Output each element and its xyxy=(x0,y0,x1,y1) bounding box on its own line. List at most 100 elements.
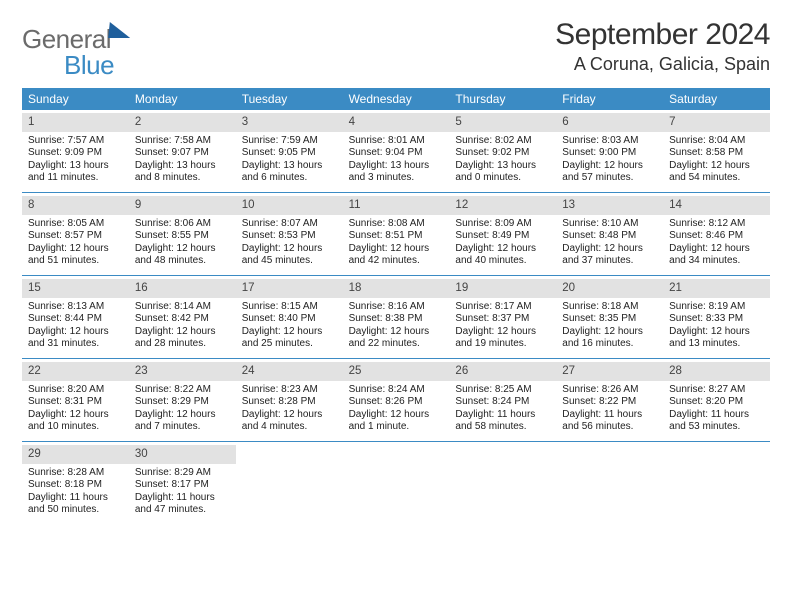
sunrise-line: Sunrise: 8:15 AM xyxy=(242,301,337,314)
day-num-bar: 8 xyxy=(22,196,129,215)
day1-line: Daylight: 11 hours xyxy=(135,492,230,505)
sunrise-line: Sunrise: 8:14 AM xyxy=(135,301,230,314)
sunset-line: Sunset: 9:00 PM xyxy=(562,147,657,160)
sunset-line: Sunset: 8:20 PM xyxy=(669,396,764,409)
day2-line: and 19 minutes. xyxy=(455,338,550,351)
day2-line: and 56 minutes. xyxy=(562,421,657,434)
day-num-bar: 21 xyxy=(663,279,770,298)
sunset-line: Sunset: 8:46 PM xyxy=(669,230,764,243)
day1-line: Daylight: 12 hours xyxy=(455,326,550,339)
day2-line: and 10 minutes. xyxy=(28,421,123,434)
day-number: 3 xyxy=(242,116,248,128)
empty-cell xyxy=(343,442,450,524)
week-row: 15Sunrise: 8:13 AMSunset: 8:44 PMDayligh… xyxy=(22,276,770,359)
day-num-bar: 17 xyxy=(236,279,343,298)
sunrise-line: Sunrise: 8:02 AM xyxy=(455,135,550,148)
sunset-line: Sunset: 8:26 PM xyxy=(349,396,444,409)
sunset-line: Sunset: 8:35 PM xyxy=(562,313,657,326)
sunset-line: Sunset: 8:53 PM xyxy=(242,230,337,243)
day1-line: Daylight: 12 hours xyxy=(349,409,444,422)
day1-line: Daylight: 12 hours xyxy=(562,326,657,339)
day-number: 15 xyxy=(28,282,41,294)
day-cell: 2Sunrise: 7:58 AMSunset: 9:07 PMDaylight… xyxy=(129,110,236,192)
day-number: 20 xyxy=(562,282,575,294)
day2-line: and 28 minutes. xyxy=(135,338,230,351)
sunset-line: Sunset: 8:40 PM xyxy=(242,313,337,326)
day1-line: Daylight: 12 hours xyxy=(455,243,550,256)
week-row: 29Sunrise: 8:28 AMSunset: 8:18 PMDayligh… xyxy=(22,442,770,524)
day2-line: and 37 minutes. xyxy=(562,255,657,268)
day-number: 11 xyxy=(349,199,361,211)
day-cell: 30Sunrise: 8:29 AMSunset: 8:17 PMDayligh… xyxy=(129,442,236,524)
day-cell: 17 Sunrise: 8:15 AMSunset: 8:40 PMDayligh… xyxy=(236,276,343,358)
empty-cell xyxy=(556,442,663,524)
sunrise-line: Sunrise: 7:59 AM xyxy=(242,135,337,148)
day-number: 10 xyxy=(242,199,255,211)
day1-line: Daylight: 13 hours xyxy=(135,160,230,173)
day1-line: Daylight: 12 hours xyxy=(562,160,657,173)
day2-line: and 4 minutes. xyxy=(242,421,337,434)
sunrise-line: Sunrise: 8:20 AM xyxy=(28,384,123,397)
day-cell: 6Sunrise: 8:03 AMSunset: 9:00 PMDaylight… xyxy=(556,110,663,192)
sunrise-line: Sunrise: 8:01 AM xyxy=(349,135,444,148)
empty-cell xyxy=(236,442,343,524)
sunset-line: Sunset: 9:09 PM xyxy=(28,147,123,160)
day1-line: Daylight: 11 hours xyxy=(28,492,123,505)
sunset-line: Sunset: 9:04 PM xyxy=(349,147,444,160)
day1-line: Daylight: 13 hours xyxy=(28,160,123,173)
day2-line: and 54 minutes. xyxy=(669,172,764,185)
day2-line: and 58 minutes. xyxy=(455,421,550,434)
sunrise-line: Sunrise: 8:18 AM xyxy=(562,301,657,314)
day1-line: Daylight: 12 hours xyxy=(135,409,230,422)
day2-line: and 34 minutes. xyxy=(669,255,764,268)
day-num-bar: 27 xyxy=(556,362,663,381)
day2-line: and 7 minutes. xyxy=(135,421,230,434)
sunrise-line: Sunrise: 8:22 AM xyxy=(135,384,230,397)
logo-triangle-icon xyxy=(108,22,132,38)
day1-line: Daylight: 11 hours xyxy=(455,409,550,422)
day2-line: and 57 minutes. xyxy=(562,172,657,185)
sunset-line: Sunset: 8:42 PM xyxy=(135,313,230,326)
day-number: 24 xyxy=(242,365,255,377)
day-num-bar: 30 xyxy=(129,445,236,464)
dow-cell: Saturday xyxy=(663,88,770,110)
day-number: 6 xyxy=(562,116,568,128)
day-number: 21 xyxy=(669,282,682,294)
day1-line: Daylight: 12 hours xyxy=(669,326,764,339)
day2-line: and 8 minutes. xyxy=(135,172,230,185)
sunset-line: Sunset: 8:38 PM xyxy=(349,313,444,326)
day1-line: Daylight: 12 hours xyxy=(242,326,337,339)
sunrise-line: Sunrise: 8:04 AM xyxy=(669,135,764,148)
sunset-line: Sunset: 8:22 PM xyxy=(562,396,657,409)
day-num-bar: 1 xyxy=(22,113,129,132)
sunrise-line: Sunrise: 8:26 AM xyxy=(562,384,657,397)
day-cell: 29Sunrise: 8:28 AMSunset: 8:18 PMDayligh… xyxy=(22,442,129,524)
day-number: 27 xyxy=(562,365,575,377)
week-row: 1Sunrise: 7:57 AMSunset: 9:09 PMDaylight… xyxy=(22,110,770,193)
dow-cell: Monday xyxy=(129,88,236,110)
day-cell: 13Sunrise: 8:10 AMSunset: 8:48 PMDayligh… xyxy=(556,193,663,275)
day-cell: 12Sunrise: 8:09 AMSunset: 8:49 PMDayligh… xyxy=(449,193,556,275)
sunset-line: Sunset: 8:49 PM xyxy=(455,230,550,243)
day1-line: Daylight: 12 hours xyxy=(135,326,230,339)
empty-cell xyxy=(449,442,556,524)
dow-row: SundayMondayTuesdayWednesdayThursdayFrid… xyxy=(22,88,770,110)
dow-cell: Sunday xyxy=(22,88,129,110)
day-number: 1 xyxy=(28,116,34,128)
month-title: September 2024 xyxy=(555,18,770,52)
sunset-line: Sunset: 8:37 PM xyxy=(455,313,550,326)
day1-line: Daylight: 11 hours xyxy=(669,409,764,422)
day2-line: and 42 minutes. xyxy=(349,255,444,268)
day2-line: and 25 minutes. xyxy=(242,338,337,351)
day-num-bar: 14 xyxy=(663,196,770,215)
day-num-bar: 26 xyxy=(449,362,556,381)
sunrise-line: Sunrise: 8:17 AM xyxy=(455,301,550,314)
day1-line: Daylight: 12 hours xyxy=(349,326,444,339)
day-number: 29 xyxy=(28,448,41,460)
sunset-line: Sunset: 8:24 PM xyxy=(455,396,550,409)
sunset-line: Sunset: 8:57 PM xyxy=(28,230,123,243)
day-num-bar: 20 xyxy=(556,279,663,298)
day2-line: and 51 minutes. xyxy=(28,255,123,268)
day-num-bar: 22 xyxy=(22,362,129,381)
day-cell: 26Sunrise: 8:25 AMSunset: 8:24 PMDayligh… xyxy=(449,359,556,441)
